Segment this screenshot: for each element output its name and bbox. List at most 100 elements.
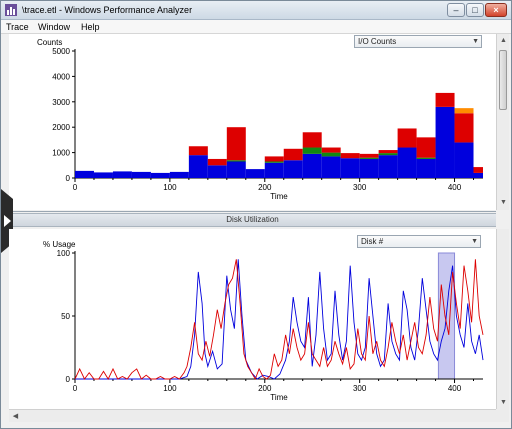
- close-icon: ×: [493, 5, 499, 15]
- bar-10-blue: [264, 162, 284, 178]
- disk-dropdown[interactable]: Disk # ▼: [357, 235, 481, 248]
- bar-16-red: [378, 150, 398, 154]
- io-x-tick-label: 100: [163, 183, 177, 192]
- io-x-tick-label: 400: [448, 183, 462, 192]
- menu-help[interactable]: Help: [81, 22, 100, 32]
- io-y-tick-label: 5000: [52, 47, 70, 56]
- bar-14-red: [340, 153, 360, 159]
- maximize-icon: □: [472, 5, 478, 15]
- disk-y-axis-label: % Usage: [43, 240, 76, 249]
- menu-bar: Trace Window Help: [1, 20, 511, 34]
- bar-9-blue: [245, 169, 265, 178]
- disk-x-axis-label: Time: [270, 393, 288, 402]
- disk-y-tick-label: 0: [66, 375, 71, 384]
- bar-1-blue: [93, 172, 113, 178]
- scroll-thumb[interactable]: [499, 50, 507, 110]
- disk-x-tick-label: 200: [258, 384, 272, 393]
- scroll-down-icon[interactable]: ▼: [500, 199, 507, 206]
- bar-11-red: [283, 148, 303, 161]
- chevron-down-icon: ▼: [471, 238, 478, 245]
- io-x-tick-label: 0: [73, 183, 78, 192]
- scroll-down-icon[interactable]: ▼: [500, 399, 507, 406]
- io-panel-scrollbar[interactable]: ▲ ▼: [496, 34, 509, 210]
- bar-15-green: [359, 157, 379, 159]
- bar-6-blue: [188, 155, 208, 178]
- bar-16-blue: [378, 155, 398, 178]
- bar-12-green: [302, 147, 322, 154]
- scroll-left-icon[interactable]: ◀: [12, 413, 19, 420]
- bar-8-green: [226, 160, 246, 162]
- io-y-axis-label: Counts: [37, 38, 62, 47]
- bar-12-red: [302, 132, 322, 148]
- disk-x-tick-label: 0: [73, 384, 78, 393]
- io-y-tick-label: 4000: [52, 72, 70, 81]
- scroll-up-icon[interactable]: ▲: [500, 37, 507, 44]
- minimize-icon: –: [453, 5, 459, 15]
- bar-21-red: [473, 167, 483, 173]
- disk-dropdown-value: Disk #: [361, 237, 384, 246]
- bar-0-blue: [75, 170, 94, 178]
- bar-7-blue: [207, 165, 227, 178]
- maximize-button[interactable]: □: [466, 3, 484, 17]
- bar-13-red: [321, 147, 341, 153]
- window-title: \trace.etl - Windows Performance Analyze…: [22, 5, 193, 15]
- io-counts-panel: [9, 34, 496, 210]
- bar-20-orange: [454, 108, 474, 114]
- disk-panel-scrollbar[interactable]: ▼: [496, 229, 509, 409]
- panel-divider[interactable]: [9, 211, 496, 212]
- disk-panel-header: Disk Utilization: [9, 213, 496, 227]
- bar-17-red: [397, 128, 417, 148]
- bar-13-blue: [321, 156, 341, 178]
- series-line-red: [74, 259, 484, 381]
- bar-8-red: [226, 127, 246, 161]
- bar-20-red: [454, 113, 474, 143]
- horizontal-scrollbar[interactable]: ◀: [9, 409, 496, 422]
- io-x-axis-label: Time: [270, 192, 288, 201]
- bar-19-red: [435, 92, 455, 107]
- bar-14-blue: [340, 158, 360, 178]
- chevron-down-icon: ▼: [472, 38, 479, 45]
- series-line-blue: [75, 259, 484, 380]
- io-y-tick-label: 3000: [52, 98, 70, 107]
- io-y-tick-label: 2000: [52, 123, 70, 132]
- io-x-tick-label: 300: [353, 183, 367, 192]
- title-bar[interactable]: \trace.etl - Windows Performance Analyze…: [1, 1, 511, 20]
- minimize-button[interactable]: –: [447, 3, 465, 17]
- bar-17-blue: [397, 147, 417, 178]
- bar-5-blue: [169, 171, 189, 178]
- close-button[interactable]: ×: [485, 3, 507, 17]
- bar-13-green: [321, 152, 341, 157]
- bar-6-red: [188, 146, 208, 156]
- bar-4-blue: [150, 172, 170, 178]
- bar-11-blue: [283, 160, 303, 178]
- menu-window[interactable]: Window: [38, 22, 71, 32]
- io-y-tick-label: 0: [66, 174, 71, 183]
- bar-18-blue: [416, 158, 436, 178]
- io-counts-dropdown[interactable]: I/O Counts ▼: [354, 35, 482, 48]
- bar-3-blue: [131, 171, 151, 178]
- bar-8-blue: [226, 161, 246, 178]
- scrollbar-corner: [496, 409, 509, 422]
- io-y-tick-label: 1000: [52, 149, 70, 158]
- bar-2-blue: [112, 171, 132, 178]
- bar-18-red: [416, 137, 436, 158]
- disk-x-tick-label: 400: [448, 384, 462, 393]
- bar-19-blue: [435, 106, 455, 178]
- disk-y-tick-label: 50: [61, 312, 70, 321]
- menu-trace[interactable]: Trace: [6, 22, 29, 32]
- bar-10-green: [264, 161, 284, 163]
- bar-7-red: [207, 158, 227, 166]
- io-counts-chart: 0 1000 2000 3000 4000 5000 0 100 200 300 400 Time Co…: [37, 38, 483, 201]
- bar-18-green: [416, 157, 436, 159]
- bar-20-blue: [454, 142, 474, 178]
- disk-x-tick-label: 100: [163, 384, 177, 393]
- disk-x-tick-label: 300: [353, 384, 367, 393]
- bar-21-blue: [473, 172, 483, 178]
- io-counts-dropdown-value: I/O Counts: [358, 37, 397, 46]
- disk-utilization-chart: 0 50 100 0 100 200 300 400 Time % Usage: [43, 240, 484, 402]
- disk-y-tick-label: 100: [57, 249, 71, 258]
- bar-12-blue: [302, 153, 322, 178]
- app-icon: [5, 4, 17, 16]
- bar-10-red: [264, 156, 284, 162]
